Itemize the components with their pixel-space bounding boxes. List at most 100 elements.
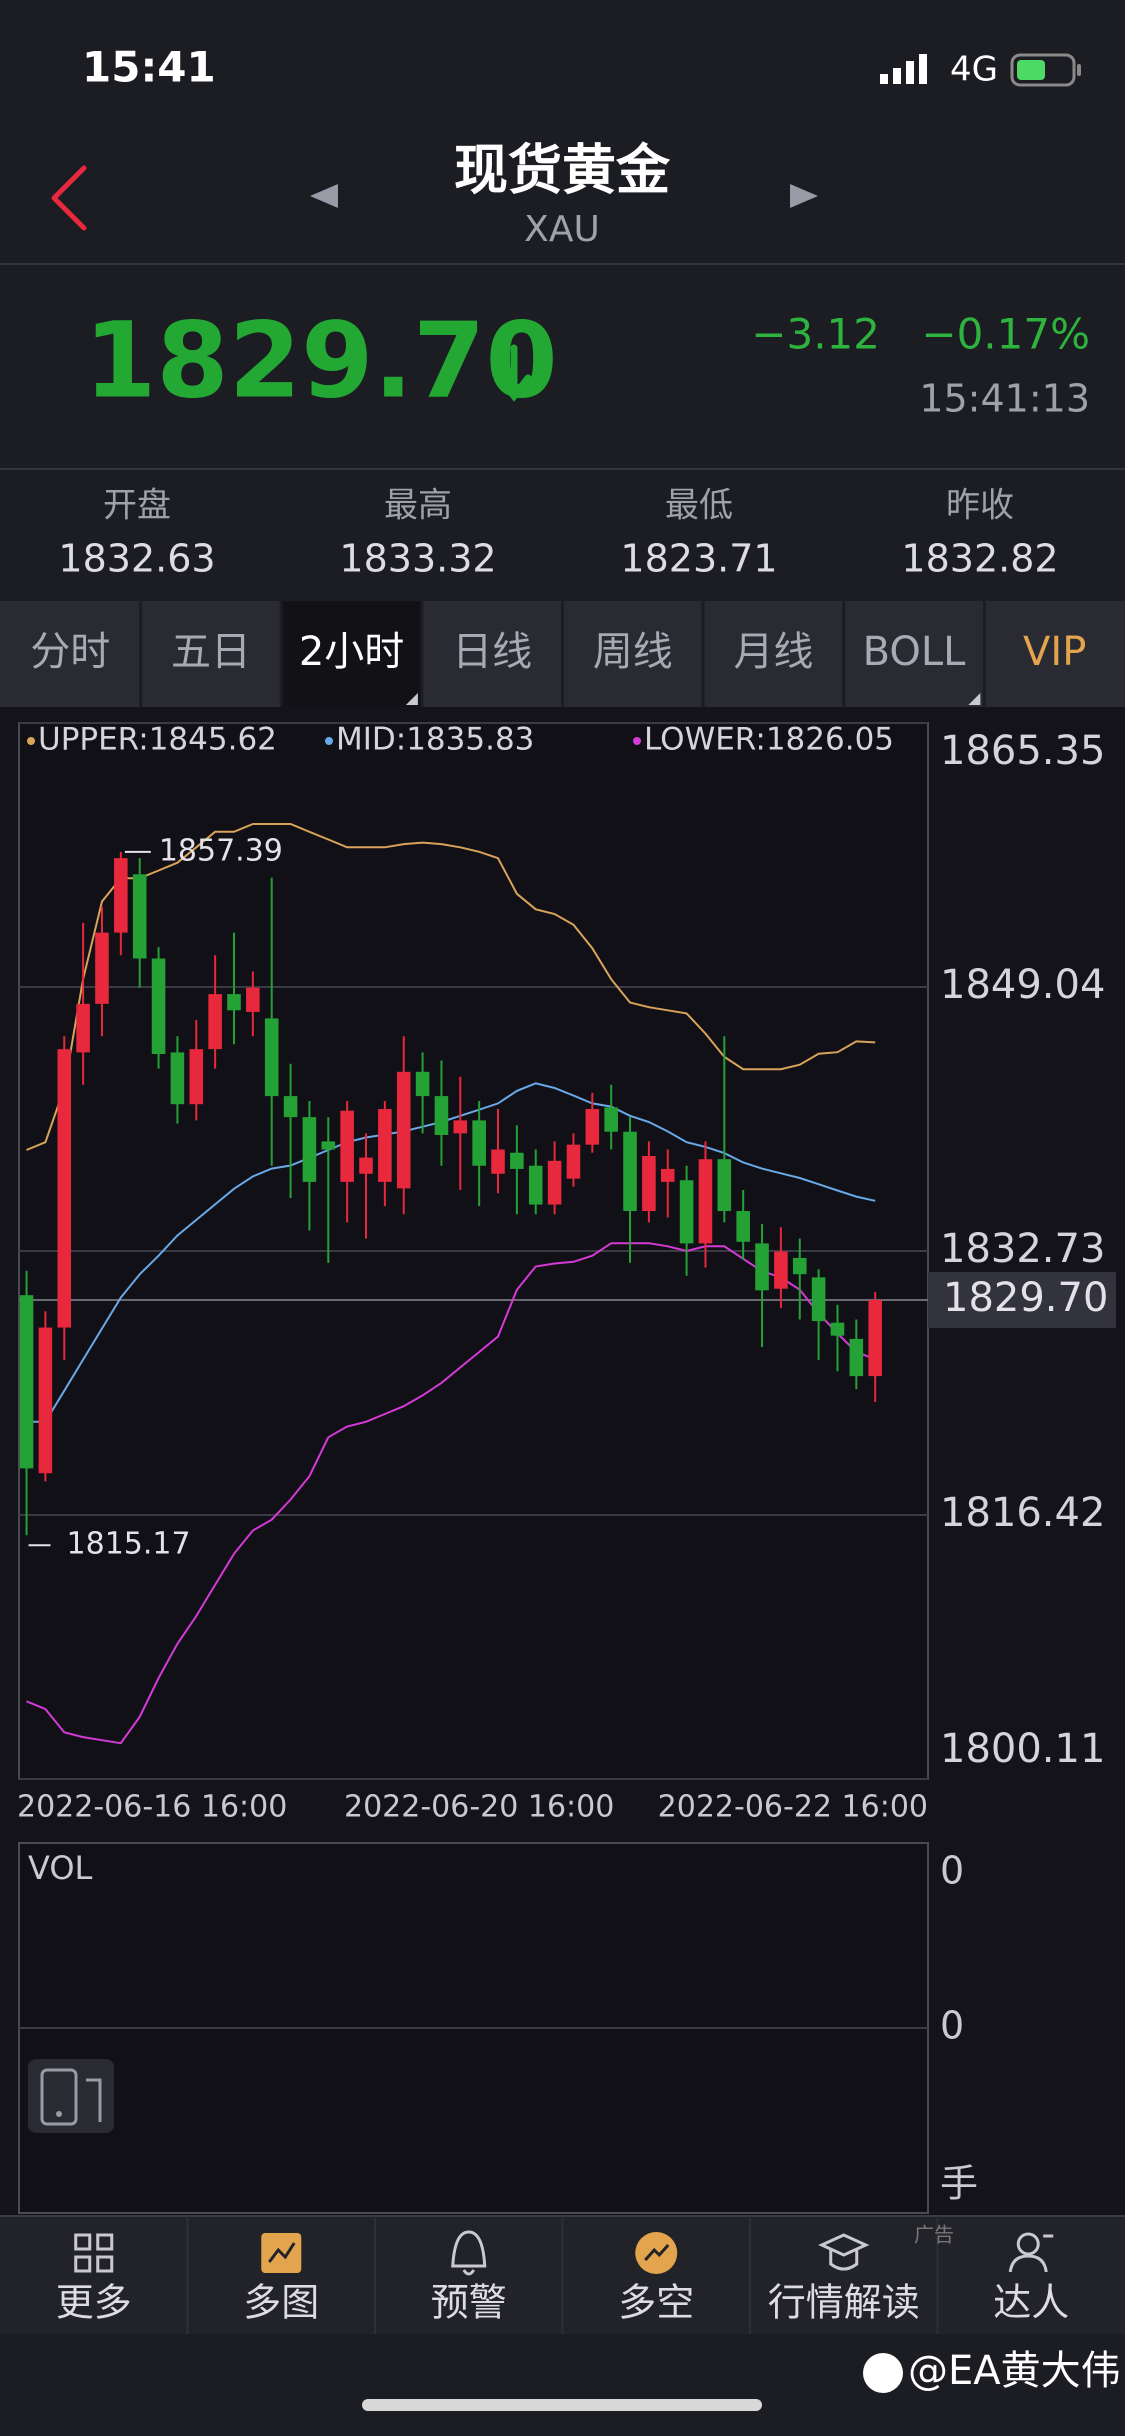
legend-dot <box>27 737 35 745</box>
tab[interactable]: 2小时 <box>279 601 422 707</box>
nav-item[interactable]: 达人 <box>936 2218 1070 2334</box>
tab-label: 分时 <box>30 629 110 675</box>
stat-label: 最低 <box>665 486 733 526</box>
candle-body <box>340 1110 354 1182</box>
candle-body <box>528 1165 543 1205</box>
candle-body <box>830 1322 845 1336</box>
signal-icon <box>880 54 927 84</box>
candle-body <box>151 958 166 1055</box>
tab-corner <box>405 693 418 705</box>
y-tick-label: 1816.42 <box>940 1490 1105 1536</box>
stat-value: 1823.71 <box>620 537 777 581</box>
bollinger-line <box>26 1242 876 1745</box>
nav-icon <box>268 2242 296 2263</box>
watermark-icon <box>863 2353 903 2393</box>
network-label: 4G <box>950 50 998 90</box>
candle-body <box>774 1251 788 1289</box>
nav-label: 多空 <box>618 2281 694 2325</box>
candle-body <box>491 1149 505 1174</box>
nav-item[interactable]: 更多 <box>56 2233 132 2325</box>
nav-icon <box>74 2233 92 2251</box>
stat-label: 最高 <box>384 486 452 526</box>
tab[interactable]: VIP <box>982 601 1086 707</box>
legend-dot <box>325 737 333 745</box>
y-tick-label: 1832.73 <box>940 1226 1105 1272</box>
nav-icon <box>74 2255 92 2273</box>
status-time: 15:41 <box>82 43 216 92</box>
candle-body <box>566 1144 581 1179</box>
candlestick-chart: 1865.35 1849.04 1832.73 1816.42 1800.11 1829.… <box>17 722 1116 1825</box>
legend-dot <box>633 737 641 745</box>
watermark: @EA黄大伟 <box>908 2348 1121 2394</box>
x-tick-label: 2022-06-20 16:00 <box>344 1790 614 1825</box>
candle-body <box>547 1160 562 1205</box>
candle-body <box>849 1338 864 1377</box>
candle-body <box>623 1131 637 1212</box>
candle-body <box>264 1018 279 1097</box>
nav-item[interactable]: 行情解读 <box>749 2218 920 2334</box>
candle-body <box>811 1277 826 1322</box>
nav-icon <box>1008 2234 1054 2273</box>
nav-icon <box>644 2243 670 2262</box>
last-price: 1829.70 <box>84 299 558 421</box>
tab[interactable]: 五日 <box>139 601 251 707</box>
nav-icon <box>818 2233 870 2271</box>
ad-tag: 广告 <box>914 2223 954 2247</box>
bollinger-line <box>26 823 876 1151</box>
max-label: 1857.39 <box>159 833 283 868</box>
candle-body <box>434 1096 449 1135</box>
home-indicator <box>362 2399 762 2411</box>
candle-body <box>510 1152 524 1169</box>
tab-label: 月线 <box>733 629 813 675</box>
candle-body <box>76 1003 90 1053</box>
tab[interactable]: 分时 <box>30 629 110 675</box>
nav-icon <box>451 2230 487 2276</box>
stats-row: 开盘 1832.63 最高 1833.32 最低 1823.71 昨收 1832.82 <box>58 486 1058 581</box>
tab-label: 2小时 <box>299 629 404 675</box>
candle-body <box>283 1096 298 1118</box>
nav-icon <box>1016 2232 1040 2256</box>
legend-label: UPPER:1845.62 <box>38 722 277 758</box>
nav-icon <box>96 2233 114 2251</box>
instrument-code: XAU <box>524 209 600 250</box>
nav-item[interactable]: 预警 <box>374 2218 507 2334</box>
candle-body <box>378 1109 392 1182</box>
candle-body <box>736 1211 750 1242</box>
candle-body <box>415 1071 430 1097</box>
tab-label: 五日 <box>171 629 251 675</box>
next-button[interactable] <box>790 184 818 208</box>
candle-body <box>660 1168 675 1182</box>
tab-corner <box>968 693 981 705</box>
candle-body <box>95 932 109 1004</box>
tab-label: 周线 <box>593 629 673 675</box>
candle-body <box>868 1300 882 1377</box>
nav-items: 更多 多图 预警 多空 行情解读 达人 <box>56 2218 1070 2334</box>
nav-item[interactable]: 多图 <box>186 2218 320 2334</box>
tab[interactable]: 月线 <box>701 601 813 707</box>
tab[interactable]: 周线 <box>561 601 673 707</box>
candle-body <box>755 1243 769 1291</box>
nav-label: 达人 <box>993 2281 1069 2325</box>
candle-body <box>302 1117 317 1182</box>
tab[interactable]: 日线 <box>420 601 532 707</box>
candle-body <box>585 1109 600 1145</box>
tab-active-bg <box>281 601 422 707</box>
prev-button[interactable] <box>310 184 338 208</box>
bollinger-line <box>26 1082 876 1423</box>
rotate-button[interactable] <box>28 2059 114 2133</box>
quote-time: 15:41:13 <box>919 377 1090 421</box>
nav-label: 预警 <box>431 2281 507 2325</box>
stat-label: 开盘 <box>103 486 171 526</box>
candle-body <box>38 1327 53 1474</box>
candle-body <box>698 1159 713 1244</box>
back-button[interactable] <box>51 165 87 231</box>
tab-label: 日线 <box>452 629 532 675</box>
down-arrow <box>496 344 532 402</box>
candle-body <box>642 1155 656 1212</box>
legend-label: LOWER:1826.05 <box>644 722 894 758</box>
stat-value: 1832.82 <box>901 537 1058 581</box>
tab[interactable]: BOLL <box>842 601 981 707</box>
nav-item[interactable]: 多空 <box>561 2218 695 2334</box>
